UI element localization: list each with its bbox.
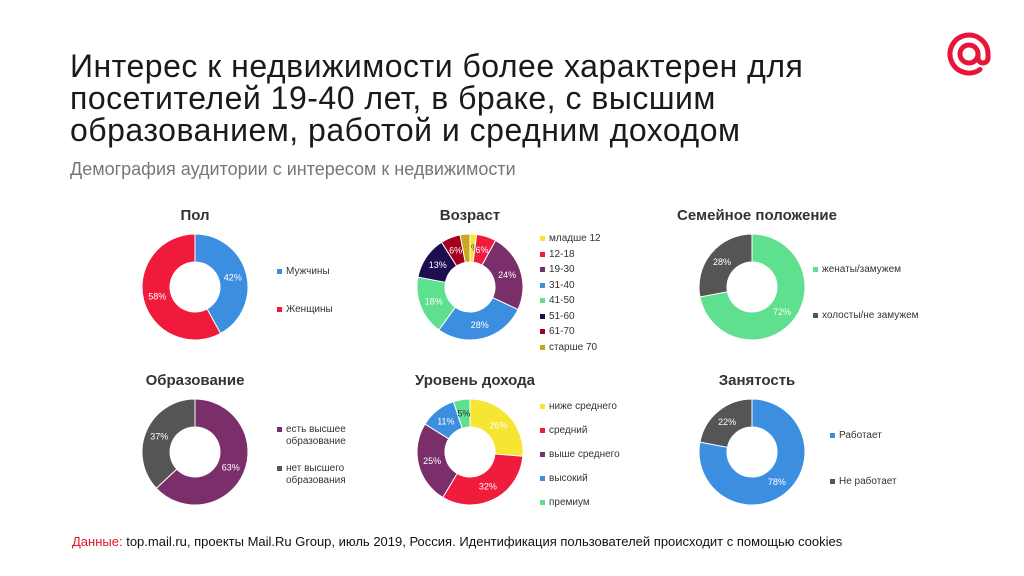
income-chart-title: Уровень дохода bbox=[414, 372, 535, 389]
income-legend-swatch-0 bbox=[540, 404, 545, 409]
age-legend-swatch-4 bbox=[540, 298, 545, 303]
footer-text: top.mail.ru, проекты Mail.Ru Group, июль… bbox=[126, 534, 843, 549]
age-legend-label-5: 51-60 bbox=[549, 310, 575, 322]
gender-legend-label-0: Мужчины bbox=[286, 266, 330, 277]
footer-source: Данные: top.mail.ru, проекты Mail.Ru Gro… bbox=[72, 534, 842, 549]
slide-title: Интерес к недвижимости более характерен … bbox=[70, 48, 804, 148]
gender-legend-label-1: Женщины bbox=[286, 304, 333, 315]
marital-legend-label-0: женаты/замужем bbox=[822, 264, 902, 275]
education-chart-title: Образование bbox=[145, 372, 245, 389]
age-legend-swatch-0 bbox=[540, 236, 545, 241]
mail-ru-at-icon bbox=[947, 32, 991, 76]
age-legend-swatch-1 bbox=[540, 251, 545, 257]
employment-legend-label-0: Работает bbox=[839, 430, 882, 441]
marital-legend-swatch-1 bbox=[813, 313, 818, 318]
age-legend-swatch-7 bbox=[540, 344, 545, 350]
age-legend-label-6: 61-70 bbox=[549, 326, 575, 337]
marital-legend-label-1: холосты/не замужем bbox=[822, 310, 919, 321]
marital-chart-title: Семейное положение bbox=[677, 207, 837, 224]
income-legend-swatch-1 bbox=[540, 428, 545, 433]
income-legend-label-0: ниже среднего bbox=[549, 401, 617, 412]
income-legend-label-3: высокий bbox=[549, 473, 588, 484]
education-legend-label-0: есть высшее образование bbox=[286, 424, 346, 447]
education-legend-swatch-0 bbox=[277, 427, 282, 432]
income-legend-swatch-4 bbox=[540, 500, 545, 505]
gender-legend-swatch-0 bbox=[277, 269, 282, 274]
age-legend-label-2: 19-30 bbox=[549, 264, 575, 275]
employment-chart-title: Занятость bbox=[718, 372, 796, 389]
gender-chart-title: Пол bbox=[180, 207, 210, 224]
slide-subtitle: Демография аудитории с интересом к недви… bbox=[70, 159, 516, 179]
age-legend-swatch-5 bbox=[540, 313, 545, 319]
age-legend-label-3: 31-40 bbox=[549, 279, 575, 291]
education-legend-label-1: нет высшего образования bbox=[286, 463, 346, 486]
age-legend-label-7: старше 70 bbox=[549, 341, 598, 353]
marital-legend-swatch-0 bbox=[813, 267, 818, 272]
age-legend-swatch-3 bbox=[540, 282, 545, 288]
income-legend-label-4: премиум bbox=[549, 497, 590, 508]
income-legend-label-1: средний bbox=[549, 425, 588, 436]
age-legend-label-1: 12-18 bbox=[549, 248, 575, 260]
income-legend-swatch-2 bbox=[540, 452, 545, 457]
employment-legend-label-1: Не работает bbox=[839, 476, 897, 487]
income-legend-swatch-3 bbox=[540, 476, 545, 481]
gender-legend-swatch-1 bbox=[277, 307, 282, 312]
age-legend-label-0: младше 12 bbox=[549, 233, 601, 244]
age-legend-label-4: 41-50 bbox=[549, 295, 575, 306]
footer-label: Данные: bbox=[72, 534, 123, 549]
age-legend-swatch-6 bbox=[540, 329, 545, 334]
employment-legend-swatch-0 bbox=[830, 433, 835, 438]
employment-legend-swatch-1 bbox=[830, 479, 835, 484]
income-legend-label-2: выше среднего bbox=[549, 449, 620, 460]
education-legend-swatch-1 bbox=[277, 466, 282, 471]
age-legend-swatch-2 bbox=[540, 267, 545, 272]
age-chart-title: Возраст bbox=[439, 207, 501, 224]
